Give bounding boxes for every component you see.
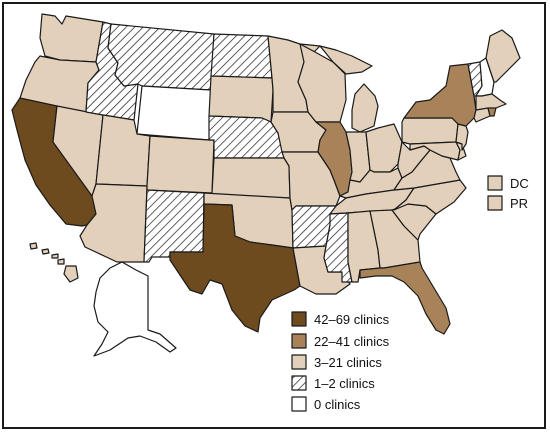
state-CO (146, 135, 215, 194)
state-AK (93, 261, 177, 357)
state-HI (29, 242, 79, 283)
state-ME (485, 29, 521, 83)
legend-label-1-2: 1–2 clinics (314, 376, 375, 391)
state-RI (487, 107, 497, 117)
territory-label-dc: DC (510, 176, 529, 191)
legend-swatch-22-41 (291, 333, 307, 349)
state-CT (473, 107, 491, 123)
state-MI (351, 83, 379, 133)
state-TX (169, 203, 301, 333)
state-KS (211, 157, 291, 199)
state-MI-UP (319, 45, 373, 75)
state-WY (136, 85, 212, 141)
territory-box-dc (487, 175, 503, 191)
territories: DC PR (487, 175, 529, 211)
legend-label-22-41: 22–41 clinics (314, 334, 390, 349)
state-WV (397, 141, 431, 179)
legend-label-42-69: 42–69 clinics (314, 312, 390, 327)
legend-swatch-42-69 (291, 311, 307, 327)
legend-swatch-1-2 (291, 375, 307, 391)
state-OH (365, 123, 403, 173)
state-NM (143, 189, 205, 263)
state-PA (401, 117, 459, 145)
territory-label-pr: PR (510, 196, 528, 211)
state-NC (393, 179, 467, 215)
state-NY (403, 63, 477, 127)
territory-box-pr (487, 195, 503, 211)
state-NJ (455, 123, 469, 151)
state-ND (210, 33, 273, 79)
legend-label-3-21: 3–21 clinics (314, 355, 382, 370)
state-WA (39, 13, 104, 63)
state-FL (359, 261, 451, 335)
legend: 42–69 clinics 22–41 clinics 3–21 clinics… (291, 311, 390, 412)
legend-swatch-0 (291, 396, 307, 412)
state-SD (208, 75, 274, 123)
legend-label-0: 0 clinics (314, 397, 361, 412)
state-MT (107, 23, 215, 91)
legend-swatch-3-21 (291, 354, 307, 370)
